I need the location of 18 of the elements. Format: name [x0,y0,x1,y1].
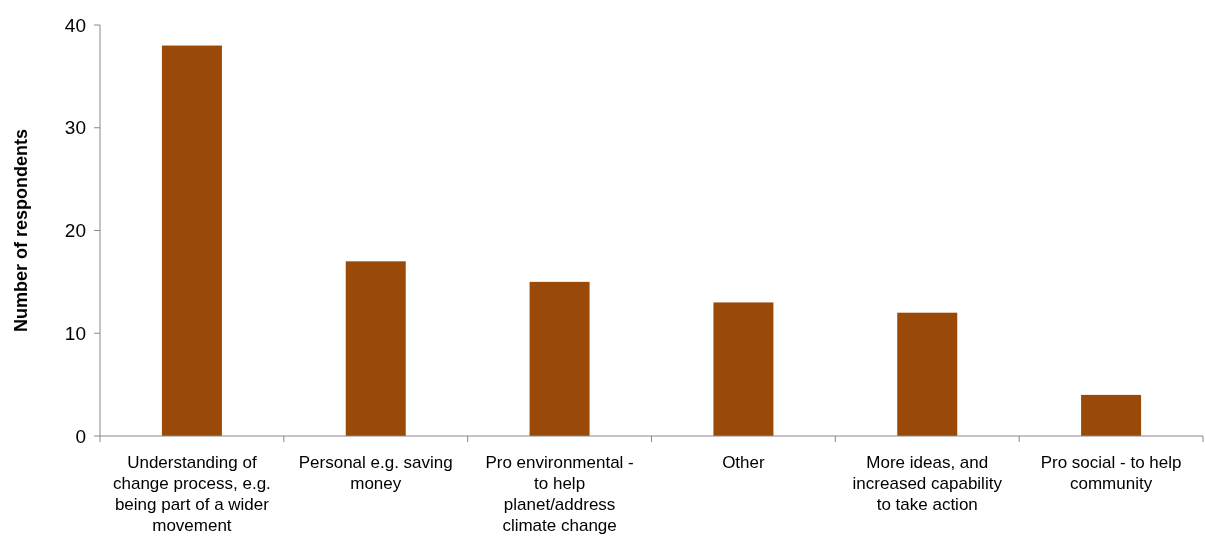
y-tick-label: 10 [64,322,86,344]
x-tick-label: More ideas, and increased capability to take action [852,453,1003,514]
y-tick-label: 40 [64,14,86,36]
bar [713,302,774,436]
x-tick-label: Pro environmental - to help planet/address climate change [485,453,634,535]
x-tick-label: Other [722,453,766,472]
y-axis-title: Number of respondents [11,128,31,333]
bar [161,45,222,436]
y-tick-label: 20 [64,220,86,242]
y-tick-label: 30 [64,117,86,139]
y-tick-label: 0 [75,425,86,447]
bar [897,312,958,436]
bar [529,281,590,436]
x-tick-label: Personal e.g. saving money [298,453,453,493]
x-tick-label: Understanding of change process, e.g. being part of a wider movement [113,453,271,535]
bar [1081,394,1142,436]
x-tick-label: Pro social - to help community [1040,453,1182,493]
bar [345,261,406,436]
